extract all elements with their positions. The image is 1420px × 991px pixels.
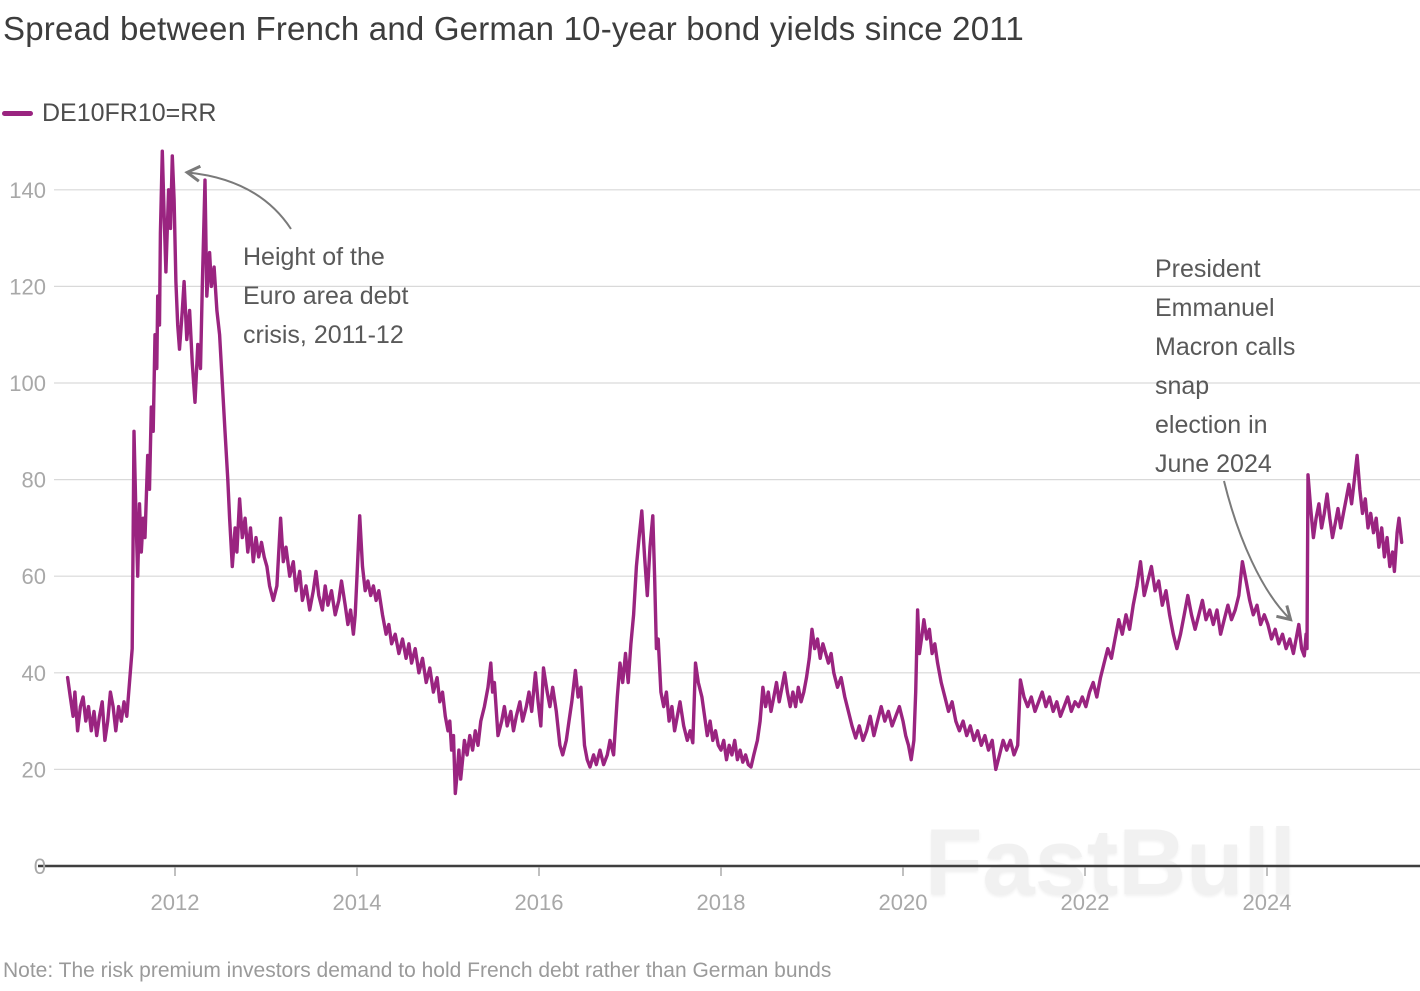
chart-title: Spread between French and German 10-year… (3, 10, 1024, 47)
annotation-line: President (1155, 255, 1261, 283)
annotation-line: election in (1155, 411, 1268, 439)
x-tick-label: 2016 (515, 890, 564, 915)
annotation-line: Euro area debt (243, 282, 409, 310)
legend-line-swatch (2, 111, 33, 116)
footnote: Note: The risk premium investors demand … (3, 959, 832, 982)
x-tick-label: 2022 (1061, 890, 1110, 915)
y-tick-label: 40 (22, 661, 46, 686)
annotation-line: crisis, 2011-12 (243, 321, 404, 349)
annotation-macron-election: President Emmanuel Macron calls snap ele… (1155, 250, 1355, 484)
spread-line (65, 149, 1404, 796)
y-tick-label: 140 (9, 178, 46, 203)
y-tick-label: 100 (9, 371, 46, 396)
x-tick-label: 2012 (151, 890, 200, 915)
x-tick-label: 2014 (333, 890, 382, 915)
annotation-line: Macron calls (1155, 333, 1296, 361)
gridlines (54, 189, 1420, 771)
legend: DE10FR10=RR (2, 99, 216, 128)
annotation-euro-crisis: Height of the Euro area debt crisis, 201… (243, 238, 483, 355)
macron-annotation-arrow (1223, 480, 1293, 622)
annotation-line: snap (1155, 372, 1210, 400)
y-tick-label: 0 (34, 854, 46, 879)
axis-tick-labels: 0 20 40 60 80 100 120 140 2012 2014 2016 2018 2020 20… (9, 178, 1291, 915)
annotation-line: Emmanuel (1155, 294, 1275, 322)
y-tick-label: 60 (22, 564, 46, 589)
y-tick-label: 80 (22, 468, 46, 493)
x-tick-label: 2018 (697, 890, 746, 915)
annotation-line: June 2024 (1155, 450, 1272, 478)
x-tick-label: 2020 (879, 890, 928, 915)
x-axis (38, 864, 1420, 876)
y-tick-label: 20 (22, 757, 46, 782)
fastbull-watermark: FastBull (925, 809, 1296, 914)
annotation-line: Height of the (243, 243, 385, 271)
crisis-annotation-arrow (184, 164, 292, 230)
x-tick-label: 2024 (1243, 890, 1292, 915)
y-tick-label: 120 (9, 274, 46, 299)
legend-series-label: DE10FR10=RR (42, 99, 217, 127)
